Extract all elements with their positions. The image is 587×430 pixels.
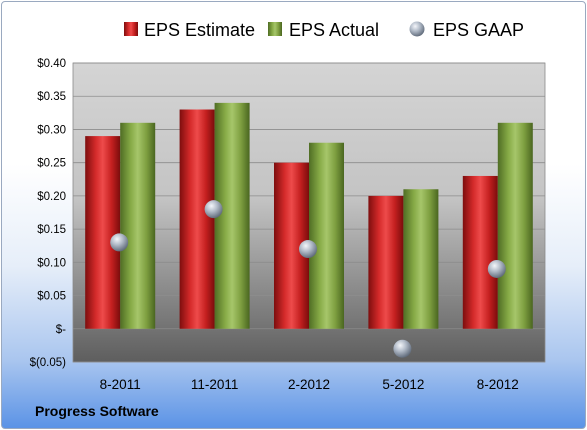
y-tick-label: $0.30 xyxy=(37,124,66,136)
x-tick-label: 8-2011 xyxy=(100,377,141,392)
legend-label: EPS GAAP xyxy=(433,20,524,40)
legend-label: EPS Estimate xyxy=(144,20,255,40)
y-tick-label: $0.25 xyxy=(37,158,66,170)
bar-eps-estimate xyxy=(462,175,498,329)
marker-eps-gaap xyxy=(204,200,223,219)
bar-eps-actual xyxy=(309,142,344,329)
y-tick-label: $0.05 xyxy=(37,291,66,303)
y-tick-label: $0.10 xyxy=(37,257,66,269)
y-tick-label: $0.40 xyxy=(37,58,66,70)
y-tick-label: $0.20 xyxy=(37,191,66,203)
legend-swatch-eps-actual xyxy=(268,22,282,36)
bar-eps-estimate xyxy=(85,136,121,329)
bar-eps-estimate xyxy=(368,195,404,329)
y-tick-label: $(0.05) xyxy=(30,357,67,369)
legend-label: EPS Actual xyxy=(289,20,379,40)
marker-eps-gaap xyxy=(393,339,412,358)
bar-eps-actual xyxy=(497,122,533,329)
marker-eps-gaap xyxy=(487,259,506,278)
x-tick-label: 11-2011 xyxy=(191,377,239,392)
x-tick-label: 8-2012 xyxy=(477,377,519,392)
legend-swatch-eps-gaap xyxy=(409,21,425,37)
bar-eps-actual xyxy=(214,102,250,329)
marker-eps-gaap xyxy=(110,233,129,252)
legend-swatch-eps-estimate xyxy=(124,22,138,36)
company-name: Progress Software xyxy=(35,403,159,419)
y-tick-label: $0.35 xyxy=(37,91,66,103)
x-tick-label: 5-2012 xyxy=(382,377,424,392)
bar-eps-estimate xyxy=(179,109,215,329)
marker-eps-gaap xyxy=(299,240,317,259)
y-tick-label: $- xyxy=(56,324,66,336)
bar-eps-actual xyxy=(120,122,156,329)
bar-eps-actual xyxy=(403,189,439,329)
y-tick-label: $0.15 xyxy=(37,224,66,236)
x-tick-label: 2-2012 xyxy=(288,377,330,392)
